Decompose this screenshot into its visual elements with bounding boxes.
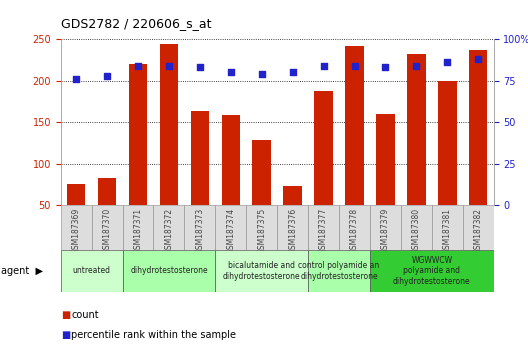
Text: GSM187376: GSM187376 — [288, 207, 297, 254]
Text: count: count — [71, 310, 99, 320]
Text: GSM187372: GSM187372 — [164, 207, 174, 254]
Bar — [308, 250, 370, 292]
Bar — [469, 50, 487, 247]
Point — [474, 56, 483, 62]
Bar — [215, 250, 308, 292]
Bar — [284, 186, 302, 247]
Bar — [67, 184, 86, 247]
Bar — [252, 141, 271, 247]
Bar — [401, 205, 432, 250]
Point — [134, 63, 142, 68]
Text: GSM187370: GSM187370 — [102, 207, 111, 254]
Bar — [339, 205, 370, 250]
Point — [350, 63, 359, 68]
Point — [319, 63, 328, 68]
Text: percentile rank within the sample: percentile rank within the sample — [71, 330, 237, 339]
Text: agent  ▶: agent ▶ — [1, 266, 43, 276]
Text: GSM187369: GSM187369 — [72, 207, 81, 254]
Bar — [370, 250, 494, 292]
Bar — [407, 54, 426, 247]
Point — [227, 69, 235, 75]
Point — [288, 69, 297, 75]
Point — [72, 76, 80, 82]
Bar — [184, 205, 215, 250]
Point — [196, 64, 204, 70]
Bar — [277, 205, 308, 250]
Point — [258, 71, 266, 77]
Bar — [308, 205, 339, 250]
Point — [381, 64, 390, 70]
Bar — [463, 205, 494, 250]
Bar — [314, 91, 333, 247]
Bar — [370, 205, 401, 250]
Text: GSM187377: GSM187377 — [319, 207, 328, 254]
Text: GDS2782 / 220606_s_at: GDS2782 / 220606_s_at — [61, 17, 211, 30]
Text: GSM187378: GSM187378 — [350, 207, 359, 254]
Bar — [222, 115, 240, 247]
Text: GSM187374: GSM187374 — [227, 207, 235, 254]
Bar — [61, 205, 92, 250]
Text: ■: ■ — [61, 310, 70, 320]
Text: GSM187380: GSM187380 — [412, 207, 421, 254]
Text: GSM187373: GSM187373 — [195, 207, 204, 254]
Text: GSM187382: GSM187382 — [474, 207, 483, 253]
Text: ■: ■ — [61, 330, 70, 339]
Text: GSM187379: GSM187379 — [381, 207, 390, 254]
Bar — [159, 44, 178, 247]
Text: bicalutamide and
dihydrotestosterone: bicalutamide and dihydrotestosterone — [223, 261, 300, 280]
Bar — [376, 114, 395, 247]
Bar — [129, 64, 147, 247]
Bar — [154, 205, 184, 250]
Bar — [191, 111, 209, 247]
Bar — [61, 250, 122, 292]
Bar — [122, 250, 215, 292]
Point — [165, 63, 173, 68]
Bar — [438, 81, 457, 247]
Bar — [122, 205, 154, 250]
Bar — [345, 46, 364, 247]
Bar — [98, 178, 116, 247]
Text: control polyamide an
dihydrotestosterone: control polyamide an dihydrotestosterone — [298, 261, 380, 280]
Text: untreated: untreated — [73, 266, 111, 275]
Text: GSM187381: GSM187381 — [443, 207, 452, 253]
Bar — [246, 205, 277, 250]
Bar — [215, 205, 246, 250]
Point — [103, 73, 111, 78]
Bar — [432, 205, 463, 250]
Bar — [92, 205, 122, 250]
Text: GSM187371: GSM187371 — [134, 207, 143, 254]
Point — [412, 63, 421, 68]
Point — [443, 59, 451, 65]
Text: GSM187375: GSM187375 — [257, 207, 266, 254]
Text: WGWWCW
polyamide and
dihydrotestosterone: WGWWCW polyamide and dihydrotestosterone — [393, 256, 470, 286]
Text: dihydrotestosterone: dihydrotestosterone — [130, 266, 208, 275]
